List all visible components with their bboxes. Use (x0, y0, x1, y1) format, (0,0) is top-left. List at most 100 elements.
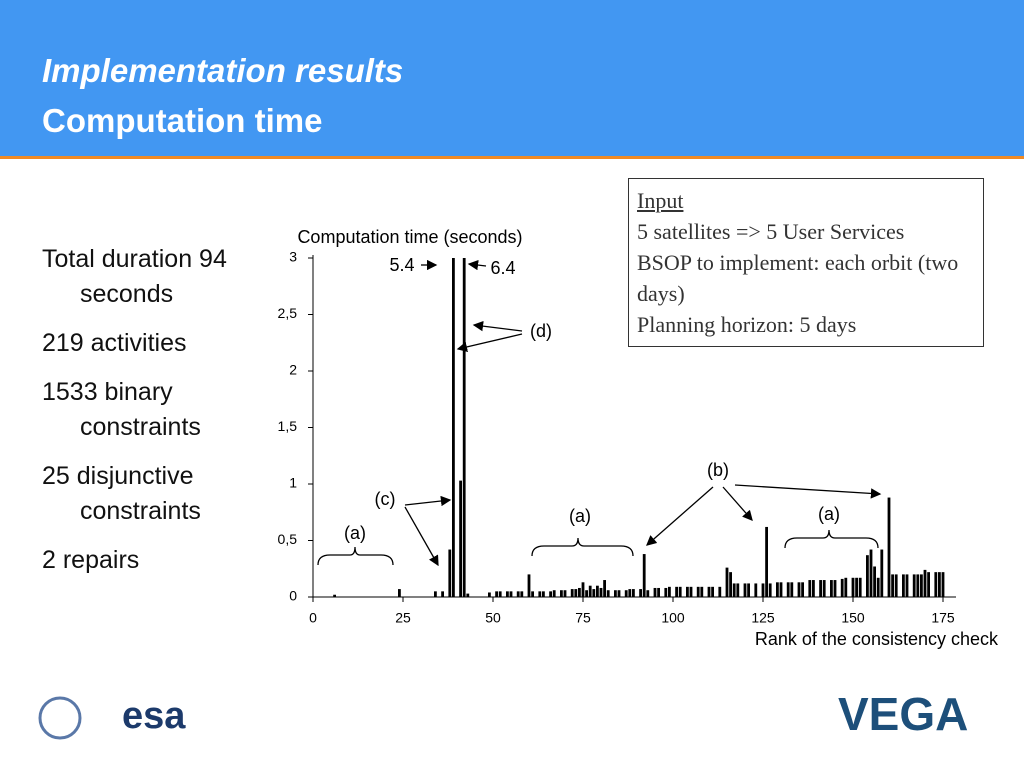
bar (851, 577, 855, 597)
bar (664, 587, 668, 597)
bar (876, 577, 880, 597)
bar (830, 580, 833, 597)
bar (646, 590, 650, 597)
bullet-list: Total duration 94 seconds 219 activities 1… (42, 242, 242, 592)
bar (585, 590, 588, 597)
bar (333, 594, 336, 597)
bar (754, 583, 758, 597)
y-tick-label: 3 (289, 249, 297, 265)
bar (887, 497, 891, 597)
bar (603, 580, 606, 597)
bar (765, 526, 768, 597)
annotation: (d) (530, 321, 552, 341)
bar (858, 577, 862, 597)
bar (812, 580, 815, 597)
bar (606, 590, 610, 597)
bar (642, 554, 646, 597)
annotation: 5.4 (389, 255, 414, 275)
bar (466, 593, 470, 597)
x-tick-label: 50 (485, 610, 501, 626)
bar (628, 589, 632, 597)
header: Implementation results Computation time (0, 0, 1024, 159)
input-line: Planning horizon: 5 days (637, 312, 857, 337)
subtitle: Computation time (42, 102, 323, 139)
bar (891, 574, 894, 597)
bars (333, 258, 945, 598)
bar (927, 572, 930, 597)
bar (880, 549, 884, 597)
bar (596, 585, 599, 597)
y-tick-label: 2,5 (278, 305, 298, 321)
bar (495, 591, 498, 597)
bar (801, 582, 804, 597)
bar (736, 583, 740, 597)
bullet: 25 disjunctive constraints (42, 462, 201, 525)
y-tick-label: 0 (289, 588, 297, 604)
bar (563, 590, 567, 597)
esa-logo: esa (122, 695, 186, 737)
bar (668, 586, 671, 597)
annotation: (c) (375, 489, 396, 509)
bar (434, 591, 437, 597)
bar (578, 587, 581, 597)
annotation-arrows (317, 259, 882, 567)
bar (941, 572, 945, 597)
input-lines: 5 satellites => 5 User Services BSOP to i… (637, 216, 975, 340)
bar (632, 589, 635, 597)
bar (441, 591, 444, 597)
bar (923, 569, 927, 597)
bar (938, 572, 941, 597)
bar (833, 580, 837, 597)
bar (520, 591, 524, 597)
x-axis-label: Rank of the consistency check (755, 629, 999, 649)
bar (894, 574, 898, 597)
bar (725, 567, 729, 597)
bar (711, 586, 714, 597)
x-tick-label: 25 (395, 610, 411, 626)
y-tick-label: 2 (289, 362, 297, 378)
bar (527, 574, 531, 597)
bar (509, 591, 513, 597)
input-line: 5 satellites => 5 User Services (637, 219, 905, 244)
chart-title: Computation time (seconds) (297, 227, 522, 247)
bar (743, 583, 747, 597)
y-tick-label: 0,5 (278, 531, 298, 547)
bar (624, 590, 628, 597)
bar (614, 590, 617, 597)
input-heading: Input (637, 188, 684, 213)
bar (902, 574, 905, 597)
bar (560, 590, 563, 597)
bar (729, 572, 732, 597)
bar (592, 589, 596, 597)
bullet: 2 repairs (42, 546, 140, 574)
bar (844, 577, 848, 597)
bar (696, 586, 700, 597)
y-tick-label: 1 (289, 475, 297, 491)
bar (689, 586, 693, 597)
bar (459, 480, 462, 597)
bar (761, 583, 765, 597)
bar (790, 582, 794, 597)
input-line: BSOP to implement: each orbit (two days) (637, 250, 959, 306)
bar (869, 549, 873, 597)
bar (570, 589, 574, 597)
bar (653, 587, 657, 597)
annotation: 6.4 (490, 258, 515, 278)
bullet: Total duration 94 seconds (42, 245, 227, 308)
bar (855, 577, 858, 597)
bar (700, 586, 704, 597)
bar (498, 591, 502, 597)
bar (657, 587, 660, 597)
bar (797, 582, 801, 597)
bar (398, 589, 401, 597)
y-tick-label: 1,5 (278, 418, 298, 434)
bar (786, 582, 790, 597)
bar (822, 580, 826, 597)
bar (588, 585, 592, 597)
bar (617, 590, 621, 597)
annotation: (a) (344, 523, 366, 543)
bar (488, 592, 491, 597)
bar (675, 586, 678, 597)
bar (776, 582, 779, 597)
